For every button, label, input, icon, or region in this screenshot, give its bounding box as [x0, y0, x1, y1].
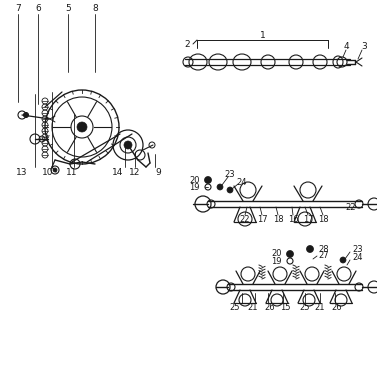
Text: 2: 2 [184, 39, 190, 49]
Text: 26: 26 [265, 304, 275, 312]
Text: 3: 3 [361, 42, 367, 50]
Text: 23: 23 [352, 244, 363, 254]
Text: 27: 27 [318, 251, 329, 261]
Text: 15: 15 [280, 304, 290, 312]
Text: 20: 20 [190, 175, 200, 185]
Text: 7: 7 [15, 3, 21, 13]
Text: 8: 8 [92, 3, 98, 13]
Text: 5: 5 [65, 3, 71, 13]
Text: 1: 1 [260, 31, 265, 39]
Text: 26: 26 [332, 304, 342, 312]
Circle shape [217, 184, 223, 190]
Text: 18: 18 [318, 215, 328, 223]
Text: 24: 24 [237, 178, 247, 186]
Circle shape [23, 113, 29, 118]
Text: 21: 21 [315, 304, 325, 312]
Text: 25: 25 [300, 304, 310, 312]
Text: 18: 18 [273, 215, 283, 223]
Text: 19: 19 [271, 256, 282, 265]
Text: 12: 12 [129, 167, 141, 176]
Text: 21: 21 [248, 304, 258, 312]
Circle shape [227, 187, 233, 193]
Circle shape [287, 251, 294, 257]
Text: 6: 6 [35, 3, 41, 13]
Text: 10: 10 [42, 167, 54, 176]
Circle shape [124, 141, 132, 149]
Circle shape [340, 257, 346, 263]
Text: 25: 25 [230, 304, 240, 312]
Text: 16: 16 [288, 215, 298, 223]
Circle shape [307, 246, 314, 253]
Text: 13: 13 [16, 167, 28, 176]
Text: 17: 17 [303, 215, 313, 223]
Circle shape [53, 168, 57, 172]
Circle shape [204, 176, 211, 183]
Circle shape [77, 122, 87, 132]
Text: 28: 28 [318, 244, 329, 254]
Text: 23: 23 [225, 170, 235, 178]
Text: 22: 22 [345, 202, 356, 212]
Text: 20: 20 [271, 249, 282, 259]
Text: 14: 14 [112, 167, 124, 176]
Text: 22: 22 [240, 215, 250, 223]
Text: 24: 24 [352, 253, 363, 262]
Text: 17: 17 [257, 215, 267, 223]
Text: 19: 19 [190, 183, 200, 191]
Text: 4: 4 [343, 42, 349, 50]
Text: 11: 11 [66, 167, 78, 176]
Text: 9: 9 [155, 167, 161, 176]
